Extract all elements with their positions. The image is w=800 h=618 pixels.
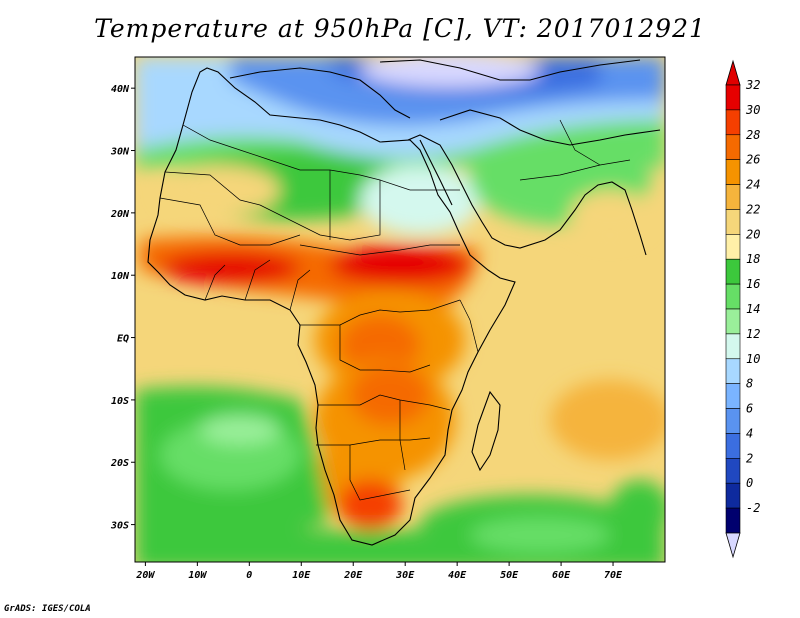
colorbar-swatch: [725, 333, 741, 360]
lat-tick-label: 10N: [111, 271, 130, 282]
colorbar-label: 6: [746, 402, 753, 416]
colorbar-swatch: [725, 482, 741, 509]
coastlines: [147, 59, 661, 546]
lat-tick-label: 30N: [110, 147, 130, 158]
colorbar-label: 16: [746, 277, 760, 291]
colorbar-swatch: [725, 507, 741, 534]
lon-tick-label: 50E: [500, 570, 519, 581]
colorbar-swatch: [725, 383, 741, 409]
colorbar-under-triangle: [725, 532, 741, 559]
colorbar-label: 10: [746, 352, 760, 366]
lon-tick-label: 20W: [135, 570, 155, 581]
colorbar-label: 0: [746, 476, 753, 490]
colorbar-label: 32: [745, 78, 760, 92]
lat-tick-label: 30S: [110, 521, 129, 532]
colorbar-swatch: [725, 84, 741, 111]
colorbar-over-triangle: [725, 59, 741, 86]
colorbar-label: 14: [746, 302, 760, 316]
colorbar-label: 26: [746, 153, 760, 167]
colorbar-swatch: [725, 433, 741, 459]
colorbar-swatch: [725, 109, 741, 136]
colorbar-label: 2: [746, 451, 753, 465]
colorbar-label: 8: [746, 377, 753, 391]
lon-tick-label: 30E: [395, 570, 415, 581]
colorbar-label: 12: [746, 327, 760, 341]
map-title: Temperature at 950hPa [C], VT: 201701292…: [94, 14, 706, 43]
lat-tick-label: 20S: [110, 458, 129, 469]
colorbar-label: 24: [746, 178, 760, 192]
colorbar-label: 28: [746, 128, 760, 142]
lon-tick-label: 10W: [188, 570, 207, 581]
colorbar-swatch: [725, 458, 741, 484]
colorbar-swatch: [725, 408, 741, 434]
colorbar-label: 18: [746, 252, 760, 266]
lat-tick-label: 20N: [110, 209, 130, 220]
lat-tick-label: 40N: [111, 84, 130, 95]
colorbar-label: 22: [746, 202, 760, 216]
colorbar-swatch: [725, 209, 741, 235]
lon-tick-label: 0: [246, 570, 252, 581]
latitude-axis: 40N 30N 20N 10N EQ 10S 20S 30S: [110, 84, 135, 532]
colorbar-swatch: [725, 134, 741, 160]
lon-tick-label: 60E: [552, 570, 571, 581]
colorbar-swatch: [725, 184, 741, 210]
longitude-axis: 20W 10W 0 10E 20E 30E 40E 50E 60E 70E: [135, 562, 623, 581]
lon-tick-label: 40E: [448, 570, 467, 581]
country-borders: [159, 119, 631, 501]
colorbar-swatch: [725, 258, 741, 285]
temperature-field: [135, 57, 665, 562]
lon-tick-label: 20E: [343, 570, 363, 581]
colorbar-label: 20: [746, 227, 760, 241]
map-frame: [134, 56, 666, 563]
colorbar-swatch: [725, 283, 741, 310]
lat-tick-label: EQ: [117, 334, 129, 345]
lat-tick-label: 10S: [111, 396, 129, 407]
colorbar-swatch: [725, 159, 741, 185]
lon-tick-label: 10E: [292, 570, 311, 581]
colorbar-swatch: [725, 358, 741, 384]
colorbar-label: -2: [746, 501, 760, 515]
colorbar-label: 4: [746, 426, 753, 440]
colorbar-swatch: [725, 308, 741, 335]
colorbar-label: 30: [745, 103, 760, 117]
colorbar-swatch: [725, 234, 741, 260]
credit-label: GrADS: IGES/COLA: [4, 604, 91, 614]
lon-tick-label: 70E: [604, 570, 623, 581]
